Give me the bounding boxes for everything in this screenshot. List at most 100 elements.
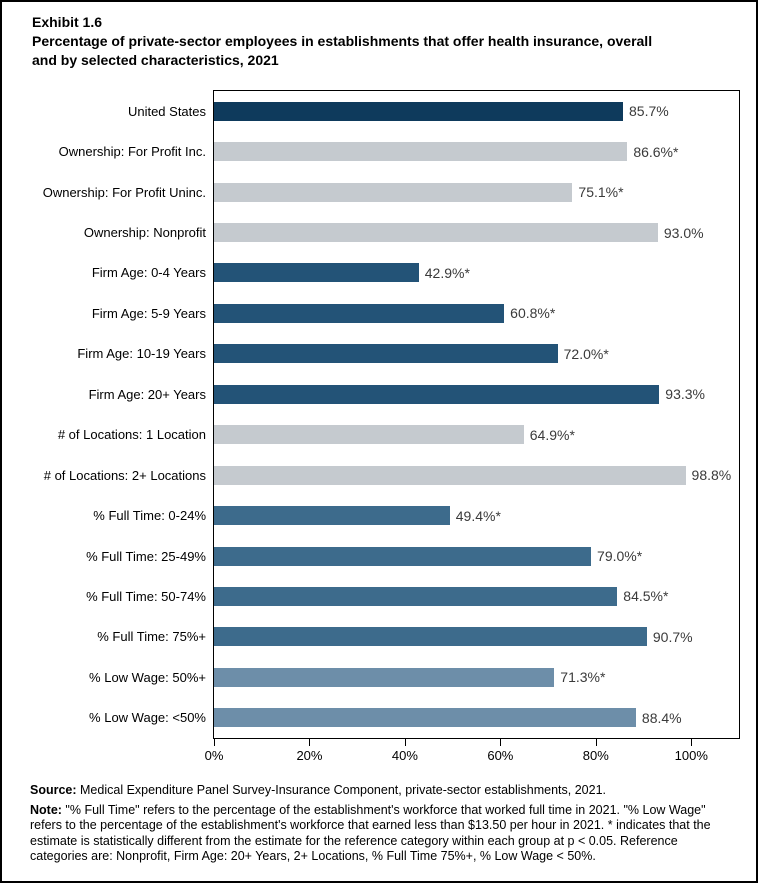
bar-area: 75.1%* xyxy=(214,172,739,212)
chart-row: % Full Time: 25-49% 79.0%* xyxy=(32,536,740,576)
bar xyxy=(214,425,524,445)
value-label: 64.9%* xyxy=(529,426,575,443)
source-text: Medical Expenditure Panel Survey-Insuran… xyxy=(76,783,606,797)
value-label: 93.0% xyxy=(663,224,704,241)
bar xyxy=(214,101,624,121)
source-label: Source: xyxy=(30,783,77,797)
bar-area: 72.0%* xyxy=(214,334,739,374)
bar-chart: United States 85.7% Ownership: For Profi… xyxy=(32,91,740,738)
chart-row: Ownership: Nonprofit 93.0% xyxy=(32,212,740,252)
x-axis: 0% 20% 40% 60% 80% 100% xyxy=(205,739,739,769)
bar xyxy=(214,627,647,647)
chart-row: Ownership: For Profit Inc. 86.6%* xyxy=(32,131,740,171)
bar-area: 84.5%* xyxy=(214,576,739,616)
bar-area: 71.3%* xyxy=(214,657,739,697)
note-label: Note: xyxy=(30,802,62,817)
chart-row: % Full Time: 50-74% 84.5%* xyxy=(32,576,740,616)
bar-area: 86.6%* xyxy=(214,131,739,171)
bar-area: 90.7% xyxy=(214,617,739,657)
category-label: United States xyxy=(127,103,206,119)
x-tick-label: 100% xyxy=(674,748,708,763)
x-tick-label: 60% xyxy=(487,748,514,763)
chart-row: Firm Age: 5-9 Years 60.8%* xyxy=(32,293,740,333)
chart-row: United States 85.7% xyxy=(32,91,740,131)
bar xyxy=(214,506,450,526)
x-tick-label: 20% xyxy=(296,748,323,763)
x-tick-mark xyxy=(500,739,502,746)
bar-area: 49.4%* xyxy=(214,495,739,535)
category-label: # of Locations: 2+ Locations xyxy=(43,467,206,483)
bar xyxy=(214,384,660,404)
bar xyxy=(214,546,592,566)
chart-row: % Full Time: 0-24% 49.4%* xyxy=(32,495,740,535)
bar-area: 93.0% xyxy=(214,212,739,252)
chart-row: # of Locations: 2+ Locations 98.8% xyxy=(32,455,740,495)
chart-row: Firm Age: 20+ Years 93.3% xyxy=(32,374,740,414)
bar xyxy=(214,263,419,283)
bar xyxy=(214,142,628,162)
methods-note: Note: "% Full Time" refers to the percen… xyxy=(30,803,738,865)
category-label: Ownership: Nonprofit xyxy=(83,225,206,241)
category-label: Firm Age: 10-19 Years xyxy=(77,346,206,362)
bar xyxy=(214,223,658,243)
chart-row: % Low Wage: <50% 88.4% xyxy=(32,698,740,738)
chart-row: # of Locations: 1 Location 64.9%* xyxy=(32,415,740,455)
bar xyxy=(214,708,636,728)
x-tick-mark xyxy=(691,739,693,746)
chart-row: % Full Time: 75%+ 90.7% xyxy=(32,617,740,657)
category-label: Ownership: For Profit Uninc. xyxy=(42,184,206,200)
category-label: Ownership: For Profit Inc. xyxy=(58,144,206,160)
note-text: "% Full Time" refers to the percentage o… xyxy=(30,802,711,864)
chart-row: Ownership: For Profit Uninc. 75.1%* xyxy=(32,172,740,212)
value-label: 90.7% xyxy=(652,628,693,645)
bar xyxy=(214,182,573,202)
value-label: 75.1%* xyxy=(578,184,624,201)
category-label: % Full Time: 0-24% xyxy=(93,508,206,524)
chart-title-line2: and by selected characteristics, 2021 xyxy=(32,52,279,68)
x-tick-label: 40% xyxy=(391,748,418,763)
value-label: 86.6%* xyxy=(633,143,679,160)
title-block: Exhibit 1.6 Percentage of private-sector… xyxy=(32,13,742,70)
bar-area: 79.0%* xyxy=(214,536,739,576)
bar-area: 64.9%* xyxy=(214,415,739,455)
x-tick-label: 80% xyxy=(582,748,609,763)
footer-notes: Source: Medical Expenditure Panel Survey… xyxy=(30,783,738,865)
category-label: % Low Wage: <50% xyxy=(89,710,206,726)
category-label: # of Locations: 1 Location xyxy=(57,427,206,443)
x-tick-label: 0% xyxy=(204,748,224,763)
category-label: % Full Time: 75%+ xyxy=(97,629,206,645)
value-label: 49.4%* xyxy=(455,507,501,524)
category-label: % Full Time: 50-74% xyxy=(86,588,206,604)
bar xyxy=(214,667,555,687)
bar xyxy=(214,586,618,606)
bar xyxy=(214,465,686,485)
value-label: 88.4% xyxy=(641,709,682,726)
value-label: 79.0%* xyxy=(597,548,643,565)
category-label: Firm Age: 20+ Years xyxy=(88,386,206,402)
value-label: 93.3% xyxy=(665,386,705,403)
bar-area: 60.8%* xyxy=(214,293,739,333)
value-label: 72.0%* xyxy=(563,345,609,362)
bar-area: 98.8% xyxy=(214,455,739,495)
exhibit-number: Exhibit 1.6 xyxy=(32,14,103,30)
bar xyxy=(214,303,505,323)
category-label: Firm Age: 0-4 Years xyxy=(91,265,206,281)
bar-area: 42.9%* xyxy=(214,253,739,293)
x-tick-mark xyxy=(214,739,215,746)
bar-area: 85.7% xyxy=(214,91,739,131)
bar-area: 88.4% xyxy=(214,698,739,738)
x-tick-mark xyxy=(595,739,597,746)
value-label: 98.8% xyxy=(691,467,732,484)
chart-title-line1: Percentage of private-sector employees i… xyxy=(32,33,653,49)
value-label: 85.7% xyxy=(629,103,669,120)
chart-row: Firm Age: 0-4 Years 42.9%* xyxy=(32,253,740,293)
bar xyxy=(214,344,558,364)
value-label: 42.9%* xyxy=(424,264,470,281)
category-label: % Low Wage: 50%+ xyxy=(89,669,206,685)
value-label: 60.8%* xyxy=(510,305,556,322)
chart-row: Firm Age: 10-19 Years 72.0%* xyxy=(32,334,740,374)
value-label: 71.3%* xyxy=(560,669,606,686)
value-label: 84.5%* xyxy=(623,588,669,605)
x-tick-mark xyxy=(309,739,311,746)
